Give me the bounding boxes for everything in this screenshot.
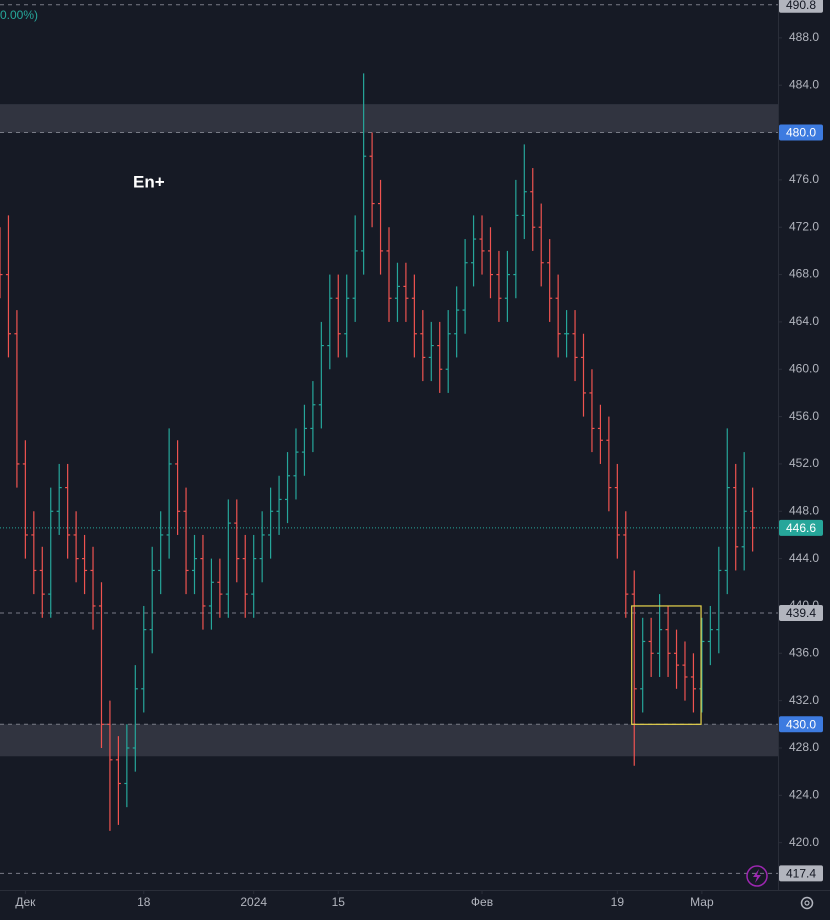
price-tag — [779, 865, 823, 882]
zone — [0, 724, 778, 757]
price-tag-label: 480.0 — [786, 126, 816, 140]
y-tick-label: 424.0 — [789, 787, 819, 801]
price-tag-label: 439.4 — [786, 606, 816, 620]
y-tick-label: 420.0 — [789, 835, 819, 849]
y-tick-label: 464.0 — [789, 314, 819, 328]
price-tag-label: 430.0 — [786, 717, 816, 731]
y-tick-label: 444.0 — [789, 551, 819, 565]
settings-icon[interactable] — [800, 896, 814, 910]
legend-fragment: 0.00%) — [0, 8, 38, 22]
y-tick-label: 472.0 — [789, 219, 819, 233]
price-tag-label: 490.8 — [786, 0, 816, 12]
y-tick-label: 452.0 — [789, 456, 819, 470]
x-tick-label: 18 — [137, 895, 151, 909]
y-tick-label: 456.0 — [789, 409, 819, 423]
x-tick-label: Дек — [15, 895, 36, 909]
zone — [0, 104, 778, 133]
x-tick-label: 15 — [332, 895, 346, 909]
price-tag — [779, 716, 823, 733]
x-tick-label: 19 — [611, 895, 625, 909]
price-tag — [779, 519, 823, 536]
y-tick-label: 436.0 — [789, 645, 819, 659]
x-tick-label: 2024 — [240, 895, 267, 909]
chart-title: En+ — [133, 172, 165, 191]
alert-icon[interactable] — [746, 865, 768, 887]
x-tick-label: Фев — [471, 895, 493, 909]
y-tick-label: 460.0 — [789, 361, 819, 375]
highlight-box — [631, 605, 702, 725]
price-tag — [779, 0, 823, 13]
y-tick-label: 476.0 — [789, 172, 819, 186]
y-tick-label: 488.0 — [789, 30, 819, 44]
price-tag — [779, 605, 823, 622]
y-tick-label: 448.0 — [789, 503, 819, 517]
price-tag — [779, 124, 823, 141]
y-tick-label: 468.0 — [789, 267, 819, 281]
y-tick-label: 428.0 — [789, 740, 819, 754]
price-tag-label: 446.6 — [786, 521, 816, 535]
y-tick-label: 484.0 — [789, 77, 819, 91]
y-tick-label: 432.0 — [789, 693, 819, 707]
price-tag-label: 417.4 — [786, 867, 816, 881]
x-tick-label: Мар — [690, 895, 714, 909]
